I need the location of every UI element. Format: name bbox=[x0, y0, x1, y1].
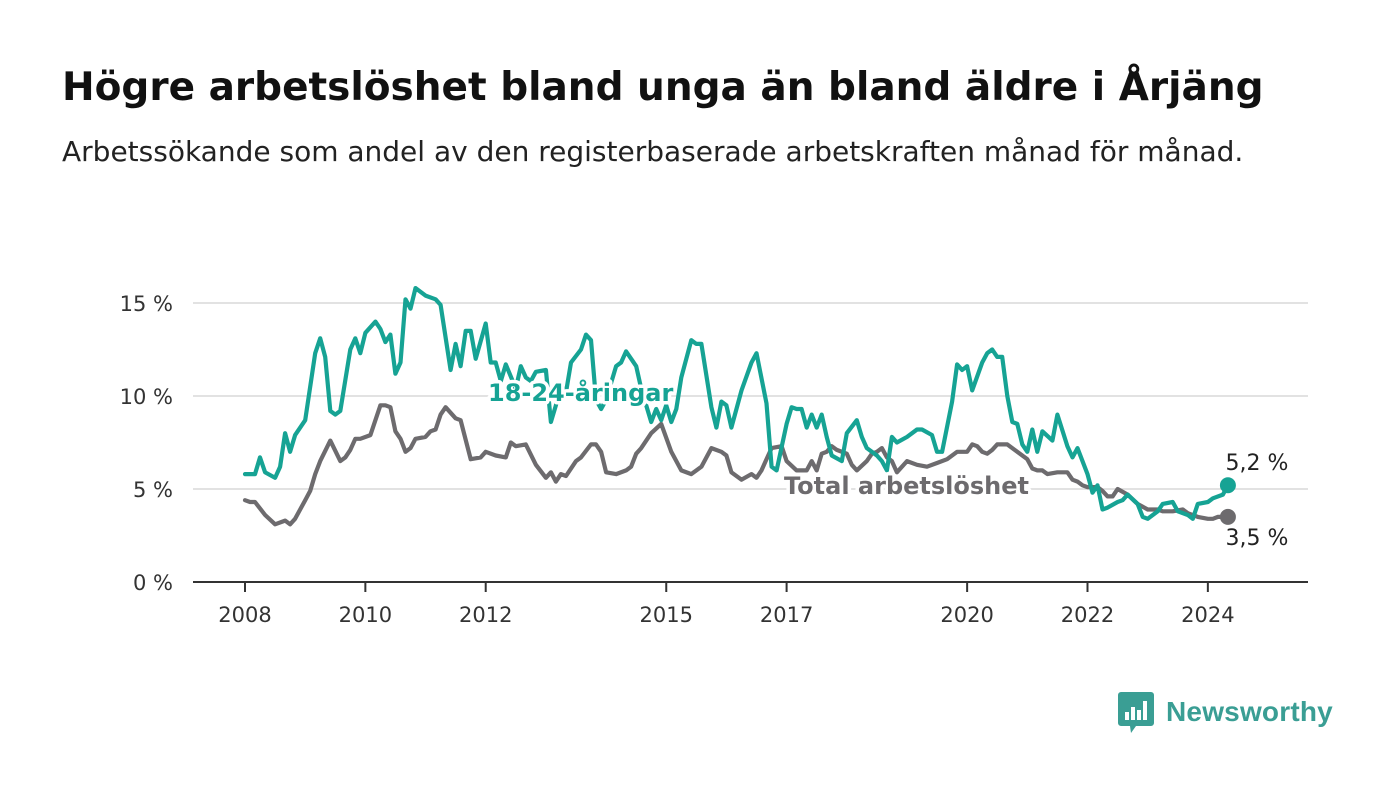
chart-subtitle: Arbetssökande som andel av den registerb… bbox=[62, 135, 1244, 168]
y-tick-label: 0 % bbox=[133, 571, 173, 595]
x-tick-label: 2020 bbox=[940, 603, 993, 627]
y-tick-label: 10 % bbox=[120, 385, 173, 409]
end-value-label-youth-group: 5,2 %5,2 % bbox=[1222, 448, 1292, 480]
series-line-total bbox=[242, 403, 1230, 527]
series-name-label-youth: 18-24-åringar bbox=[488, 378, 673, 407]
bar-chart-speech-bubble-icon bbox=[1118, 692, 1154, 733]
chart-title: Högre arbetslöshet bland unga än bland ä… bbox=[62, 65, 1264, 110]
x-tick-label: 2010 bbox=[339, 603, 392, 627]
series-lines bbox=[242, 286, 1236, 527]
series-name-label-total: Total arbetslöshet bbox=[784, 472, 1029, 500]
end-value-label-youth-halo: 5,2 % bbox=[1226, 451, 1289, 476]
end-value-label-youth: 5,2 % bbox=[1226, 451, 1289, 476]
series-end-point bbox=[1219, 477, 1236, 494]
x-tick-label: 2024 bbox=[1181, 603, 1234, 627]
series-end-point bbox=[1219, 508, 1236, 525]
x-tick-label: 2022 bbox=[1061, 603, 1114, 627]
end-value-label-total-halo: 3,5 % bbox=[1226, 526, 1289, 551]
x-axis: 2008 2010 2012 2015 2017 2020 2022 2024 bbox=[193, 581, 1308, 627]
x-tick-label: 2017 bbox=[760, 603, 813, 627]
series-name-label-total-halo: Total arbetslöshet bbox=[784, 472, 1029, 500]
y-axis-tick-labels: 0 % 5 % 10 % 15 % bbox=[120, 292, 173, 595]
x-tick-label: 2012 bbox=[459, 603, 512, 627]
gridlines bbox=[193, 302, 1308, 490]
y-tick-label: 15 % bbox=[120, 292, 173, 316]
newsworthy-logo[interactable]: Newsworthy bbox=[1118, 690, 1333, 734]
brand-name: Newsworthy bbox=[1166, 696, 1333, 727]
series-line-youth bbox=[242, 286, 1230, 521]
end-value-label-total: 3,5 % bbox=[1226, 526, 1289, 551]
series-name-label-youth-halo: 18-24-åringar bbox=[488, 378, 673, 407]
x-tick-label: 2008 bbox=[218, 603, 271, 627]
y-tick-label: 5 % bbox=[133, 478, 173, 502]
x-tick-label: 2015 bbox=[640, 603, 693, 627]
end-value-label-total-group: 3,5 %3,5 % bbox=[1222, 523, 1292, 555]
